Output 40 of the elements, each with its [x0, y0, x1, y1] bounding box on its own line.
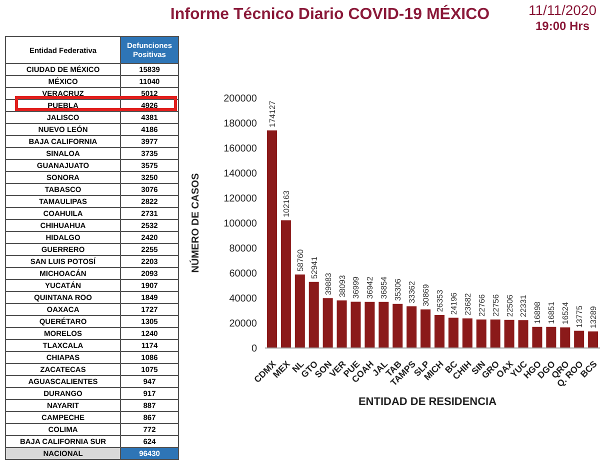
y-tick-label: 60000: [229, 268, 258, 280]
data-label: 13289: [589, 306, 598, 328]
data-label: 13775: [575, 304, 584, 328]
y-tick-label: 160000: [224, 144, 258, 155]
y-tick-label: 180000: [224, 118, 258, 130]
data-label: 36854: [380, 276, 389, 299]
y-tick-label: 0: [251, 344, 258, 355]
data-label: 52941: [310, 256, 319, 279]
data-label: 16851: [547, 301, 556, 324]
text: 11/11/2020: [528, 2, 598, 18]
data-label: 35306: [394, 278, 403, 301]
data-label: 36942: [366, 276, 375, 299]
data-label: 26353: [436, 289, 444, 312]
x-axis-title: ENTIDAD DE RESIDENCIA: [357, 396, 498, 408]
data-label: 24196: [449, 292, 458, 315]
y-tick-label: 40000: [229, 294, 258, 305]
data-label: 22756: [491, 294, 500, 317]
data-label: 30869: [422, 284, 431, 306]
data-label: 22506: [505, 294, 514, 317]
data-label: 16524: [561, 302, 570, 324]
data-label: 102163: [282, 190, 291, 218]
y-tick-label: 200000: [224, 94, 258, 105]
data-label: 39883: [324, 272, 333, 296]
y-axis-title: NÚMERO DE CASOS: [190, 172, 202, 273]
y-tick-label: 120000: [224, 194, 258, 205]
y-tick-label: 80000: [229, 244, 258, 255]
data-label: 38093: [338, 274, 347, 298]
data-label: 16898: [533, 301, 542, 324]
y-tick-label: 100000: [224, 218, 258, 230]
chart-title: Informe Técnico Diario COVID-19 MÉXICO: [169, 6, 491, 24]
data-label: 58760: [296, 248, 305, 272]
text: 19:00 Hrs: [534, 19, 591, 33]
data-label: 174127: [268, 100, 277, 128]
y-tick-label: 20000: [229, 318, 258, 330]
data-label: 36999: [352, 276, 361, 299]
data-label: 23682: [463, 292, 472, 316]
data-label: 22331: [519, 294, 528, 318]
y-tick-label: 140000: [224, 168, 258, 180]
data-label: 33362: [408, 280, 417, 304]
data-label: 22766: [477, 294, 486, 317]
